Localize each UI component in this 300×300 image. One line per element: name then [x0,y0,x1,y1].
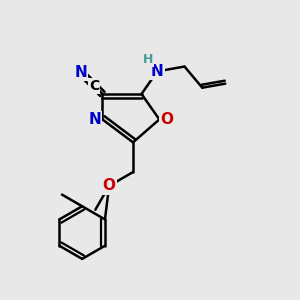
Text: O: O [160,112,173,127]
Text: C: C [89,79,99,93]
Text: O: O [103,178,116,194]
Text: N: N [74,65,87,80]
Text: H: H [143,53,153,66]
Text: N: N [88,112,101,127]
Text: N: N [151,64,164,79]
